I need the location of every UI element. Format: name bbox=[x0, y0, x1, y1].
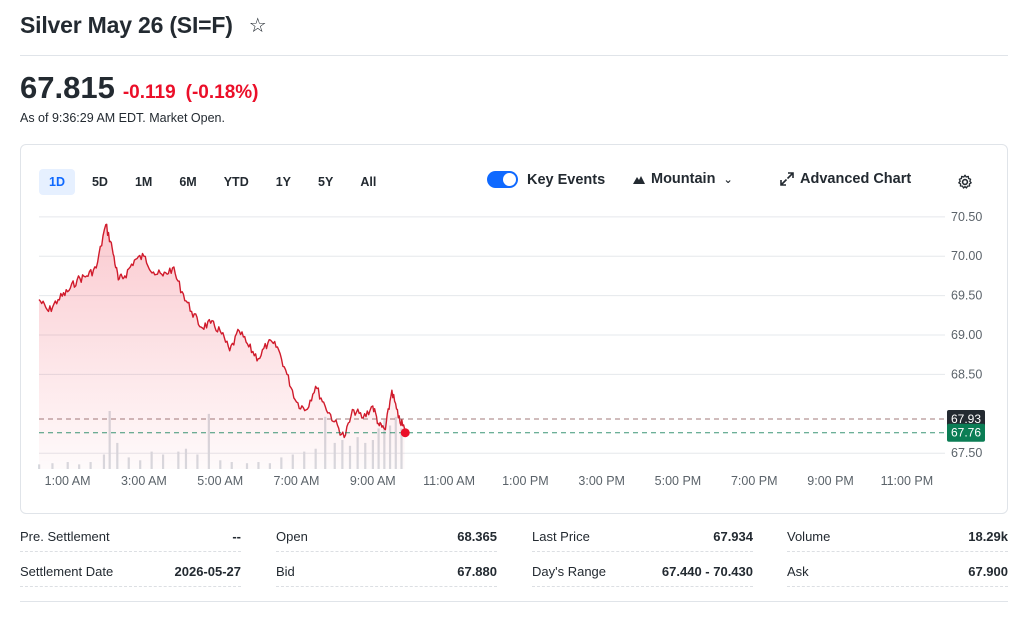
stat-label: Ask bbox=[787, 564, 809, 579]
stat-value: -- bbox=[232, 529, 241, 544]
price-change: -0.119 bbox=[122, 82, 176, 103]
stat-volume: Volume 18.29k bbox=[787, 522, 1008, 552]
range-1y[interactable]: 1Y bbox=[275, 175, 292, 189]
stat-label: Bid bbox=[276, 564, 295, 579]
stat-value: 67.900 bbox=[968, 564, 1008, 579]
expand-icon bbox=[780, 172, 794, 186]
stat-label: Open bbox=[276, 529, 308, 544]
chart-settings-button[interactable] bbox=[957, 174, 973, 190]
previous-price-tag bbox=[947, 410, 985, 429]
stat-value: 2026-05-27 bbox=[174, 564, 242, 579]
key-events-switch[interactable] bbox=[487, 171, 518, 188]
range-5y[interactable]: 5Y bbox=[318, 175, 334, 189]
chart-card: 1D 5D 1M 6M YTD 1Y 5Y All Key Events Mou… bbox=[20, 144, 1008, 514]
stat-bid: Bid 67.880 bbox=[276, 557, 497, 587]
x-tick-label: 5:00 PM bbox=[655, 474, 702, 488]
key-events-label: Key Events bbox=[527, 171, 606, 188]
stat-label: Volume bbox=[787, 529, 831, 544]
advanced-chart-button[interactable]: Advanced Chart bbox=[780, 171, 911, 187]
stat-value: 68.365 bbox=[457, 529, 497, 544]
chart-type-label: Mountain bbox=[651, 171, 716, 187]
chevron-down-icon: ⌄ bbox=[723, 173, 733, 186]
x-tick-label: 9:00 PM bbox=[807, 474, 854, 488]
range-1m[interactable]: 1M bbox=[134, 175, 153, 189]
stat-label: Settlement Date bbox=[20, 564, 114, 579]
range-1d[interactable]: 1D bbox=[39, 169, 75, 195]
x-tick-label: 7:00 AM bbox=[274, 474, 320, 488]
range-6m[interactable]: 6M bbox=[179, 175, 197, 189]
stat-value: 18.29k bbox=[968, 529, 1008, 544]
key-events-toggle[interactable]: Key Events bbox=[487, 171, 605, 188]
price-area-fill bbox=[39, 224, 405, 469]
price-change-percent: (-0.18%) bbox=[185, 82, 259, 103]
stats-divider bbox=[20, 601, 1008, 602]
last-price-dot bbox=[400, 428, 410, 438]
x-tick-label: 5:00 AM bbox=[197, 474, 243, 488]
range-selector: 1D 5D 1M 6M YTD 1Y 5Y All bbox=[39, 169, 393, 195]
mountain-icon bbox=[633, 176, 645, 184]
x-tick-label: 7:00 PM bbox=[731, 474, 778, 488]
price-area bbox=[38, 223, 406, 469]
x-tick-label: 11:00 PM bbox=[881, 474, 934, 488]
stat-value: 67.440 - 70.430 bbox=[661, 564, 753, 579]
stat-days-range: Day's Range 67.440 - 70.430 bbox=[532, 557, 753, 587]
stat-label: Day's Range bbox=[532, 564, 607, 579]
x-tick-label: 3:00 PM bbox=[578, 474, 625, 488]
range-ytd[interactable]: YTD bbox=[223, 175, 249, 189]
as-of-timestamp: As of 9:36:29 AM EDT. Market Open. bbox=[20, 111, 225, 125]
stat-value: 67.934 bbox=[713, 529, 753, 544]
page-title: Silver May 26 (SI=F) bbox=[20, 12, 233, 38]
range-all[interactable]: All bbox=[360, 175, 377, 189]
y-axis-ticks: 70.50 70.00 69.50 69.00 68.50 67.50 bbox=[951, 210, 982, 460]
chart-type-dropdown[interactable]: Mountain ⌄ bbox=[633, 171, 733, 187]
x-tick-label: 1:00 AM bbox=[45, 474, 91, 488]
settlement-price-tag bbox=[947, 423, 985, 442]
y-tick-label: 69.00 bbox=[951, 328, 982, 342]
price-line bbox=[38, 223, 406, 439]
y-tick-label: 70.50 bbox=[951, 210, 982, 224]
advanced-chart-label: Advanced Chart bbox=[800, 171, 912, 187]
y-tick-label: 70.00 bbox=[951, 249, 982, 263]
settlement-price-label: 67.76 bbox=[951, 426, 981, 440]
y-tick-label: 69.50 bbox=[951, 289, 982, 303]
title-row: Silver May 26 (SI=F) ☆ bbox=[20, 12, 267, 39]
stat-settlement-date: Settlement Date 2026-05-27 bbox=[20, 557, 241, 587]
stat-open: Open 68.365 bbox=[276, 522, 497, 552]
x-axis-ticks: 1:00 AM 3:00 AM 5:00 AM 7:00 AM 9:00 AM 11:00… bbox=[45, 474, 933, 488]
stat-label: Pre. Settlement bbox=[20, 529, 110, 544]
stat-last-price: Last Price 67.934 bbox=[532, 522, 753, 552]
range-5d[interactable]: 5D bbox=[91, 175, 108, 189]
x-tick-label: 1:00 PM bbox=[502, 474, 549, 488]
y-tick-label: 67.50 bbox=[951, 446, 982, 460]
header-divider bbox=[20, 55, 1008, 56]
watchlist-star-icon[interactable]: ☆ bbox=[248, 14, 267, 37]
x-tick-label: 9:00 AM bbox=[350, 474, 396, 488]
stat-pre-settlement: Pre. Settlement -- bbox=[20, 522, 241, 552]
gear-icon bbox=[958, 174, 972, 189]
current-price: 67.815 bbox=[20, 70, 115, 105]
stat-value: 67.880 bbox=[457, 564, 497, 579]
y-tick-label: 68.50 bbox=[951, 367, 982, 381]
x-tick-label: 11:00 AM bbox=[423, 474, 475, 488]
price-row: 67.815 -0.119 (-0.18%) bbox=[20, 70, 259, 106]
x-tick-label: 3:00 AM bbox=[121, 474, 167, 488]
stat-label: Last Price bbox=[532, 529, 590, 544]
previous-price-label: 67.93 bbox=[951, 412, 981, 426]
stat-ask: Ask 67.900 bbox=[787, 557, 1008, 587]
toggle-knob bbox=[503, 173, 516, 186]
